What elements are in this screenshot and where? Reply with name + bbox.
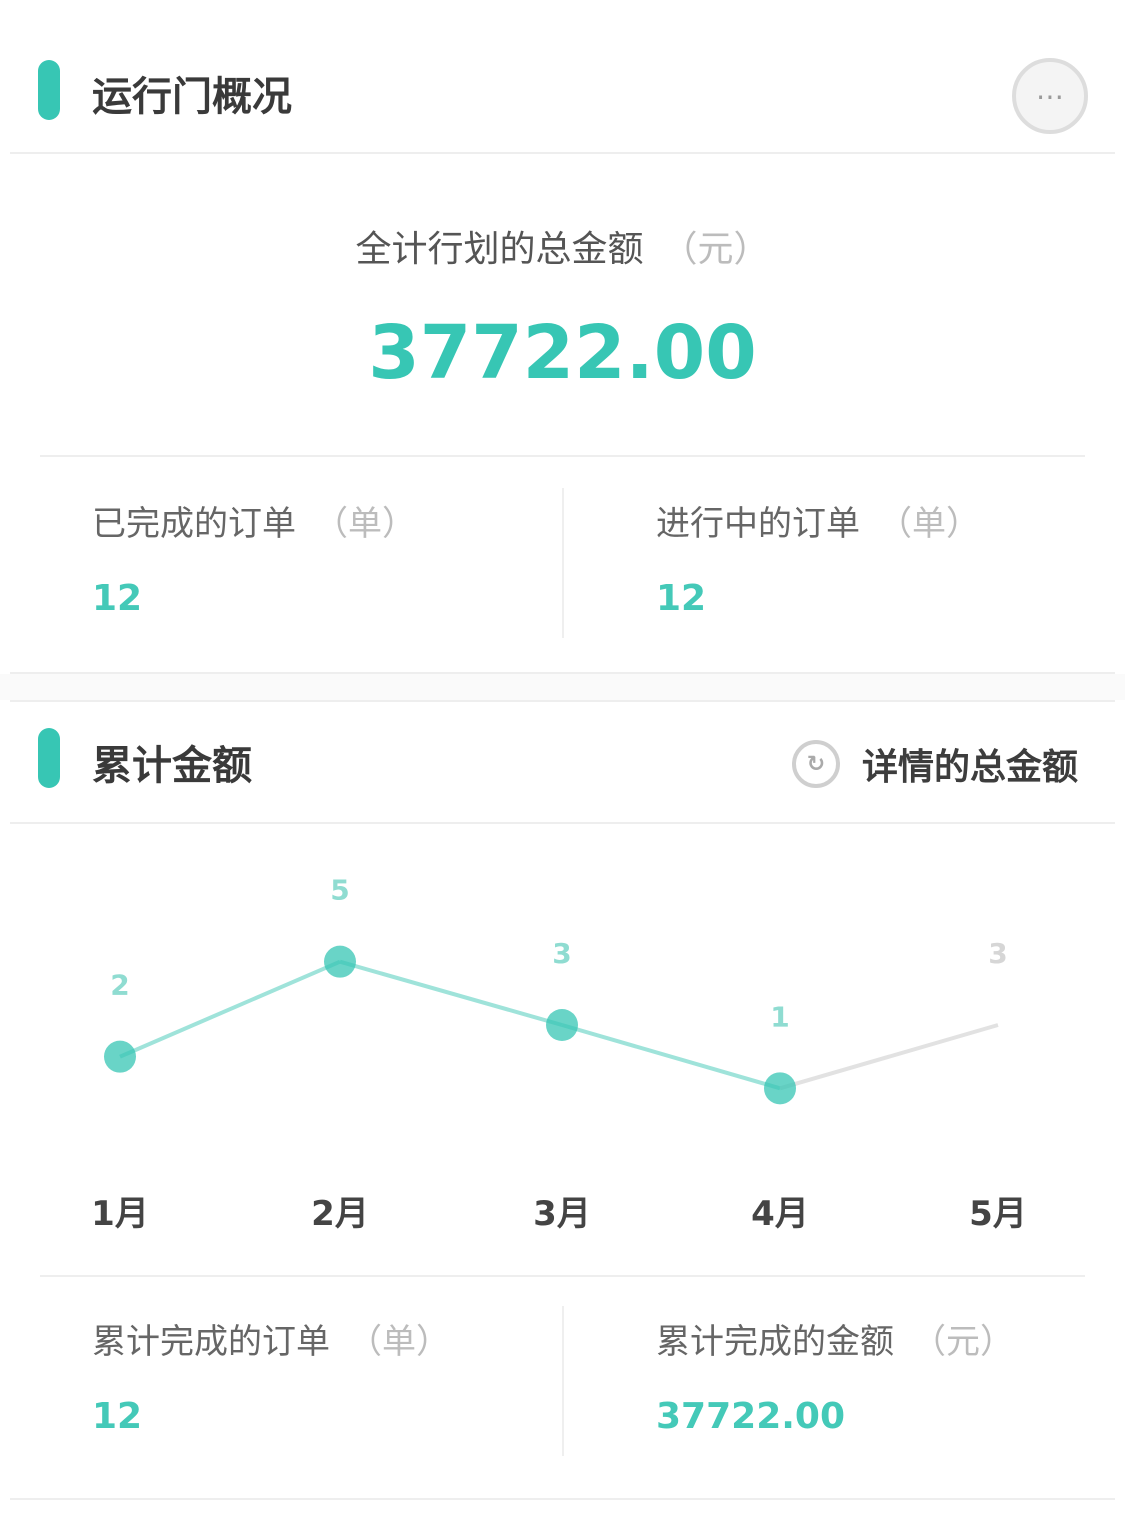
stat-right-value: 37722.00: [656, 1396, 846, 1437]
data-label: 2: [110, 969, 129, 1002]
series-line-segment: [339, 959, 563, 1027]
stats-vertical-separator: [562, 1306, 564, 1456]
data-point[interactable]: [104, 1040, 136, 1073]
line-chart: 2 1月 5 2月 3 3月 1 4月 3 5月: [91, 874, 1027, 1234]
stat-left-value: 12: [92, 1396, 143, 1437]
stat-left-label: 已完成的订单 （单）: [92, 496, 416, 545]
x-tick-label: 4月: [751, 1194, 809, 1234]
section-gap: [0, 674, 1125, 700]
stat-left-label-text: 已完成的订单: [92, 504, 296, 544]
x-tick-label: 1月: [91, 1194, 149, 1234]
footer-divider: [10, 1498, 1115, 1500]
stats-divider: [40, 455, 1085, 457]
data-label: 1: [770, 1000, 789, 1033]
section-title: 运行门概况: [92, 74, 292, 120]
series-line-segment: [119, 959, 341, 1059]
total-amount-value: 37722.00: [368, 310, 757, 396]
stat-right-label-text: 累计完成的金额: [656, 1322, 894, 1362]
stats-vertical-separator: [562, 488, 564, 638]
header-divider: [10, 822, 1115, 824]
details-link-label: 详情的总金额: [862, 747, 1079, 788]
section-divider: [10, 672, 1115, 674]
data-label: 3: [552, 937, 571, 970]
data-label: 3: [988, 937, 1007, 970]
chart-divider: [40, 1275, 1085, 1277]
section-accent-bar: [38, 728, 60, 788]
stat-right-label-text: 进行中的订单: [656, 504, 860, 544]
stat-left-label-text: 累计完成的订单: [92, 1322, 330, 1362]
section-title: 累计金额: [92, 743, 252, 789]
refresh-icon: ↻: [792, 740, 840, 788]
section-divider-2: [10, 700, 1115, 702]
stat-left-unit: （单）: [314, 504, 416, 544]
more-button[interactable]: ⋯: [1012, 58, 1088, 134]
section-accent-bar: [38, 60, 60, 120]
stat-left-unit: （单）: [348, 1322, 450, 1362]
total-amount-label: 全计行划的总金额 （元）: [0, 220, 1125, 272]
x-tick-label: 3月: [533, 1194, 591, 1234]
stat-right-unit: （元）: [912, 1322, 1014, 1362]
stat-right-label: 进行中的订单 （单）: [656, 496, 980, 545]
data-label: 5: [330, 874, 349, 907]
stat-left-label: 累计完成的订单 （单）: [92, 1314, 450, 1363]
data-point[interactable]: [546, 1009, 578, 1041]
data-point[interactable]: [324, 945, 356, 978]
more-icon: ⋯: [1036, 79, 1064, 113]
x-tick-label: 2月: [311, 1194, 369, 1234]
series-line-segment: [561, 1023, 781, 1091]
stat-right-label: 累计完成的金额 （元）: [656, 1314, 1014, 1363]
header-divider: [10, 152, 1115, 154]
series-line-segment: [779, 1023, 999, 1091]
stat-left-value: 12: [92, 578, 143, 619]
stat-right-value: 12: [656, 578, 707, 619]
details-link[interactable]: ↻ 详情的总金额: [792, 738, 1078, 790]
x-tick-label: 5月: [969, 1194, 1027, 1234]
total-unit-text: （元）: [661, 229, 770, 270]
data-point[interactable]: [764, 1072, 796, 1105]
stat-right-unit: （单）: [878, 504, 980, 544]
total-label-text: 全计行划的总金额: [355, 229, 644, 270]
